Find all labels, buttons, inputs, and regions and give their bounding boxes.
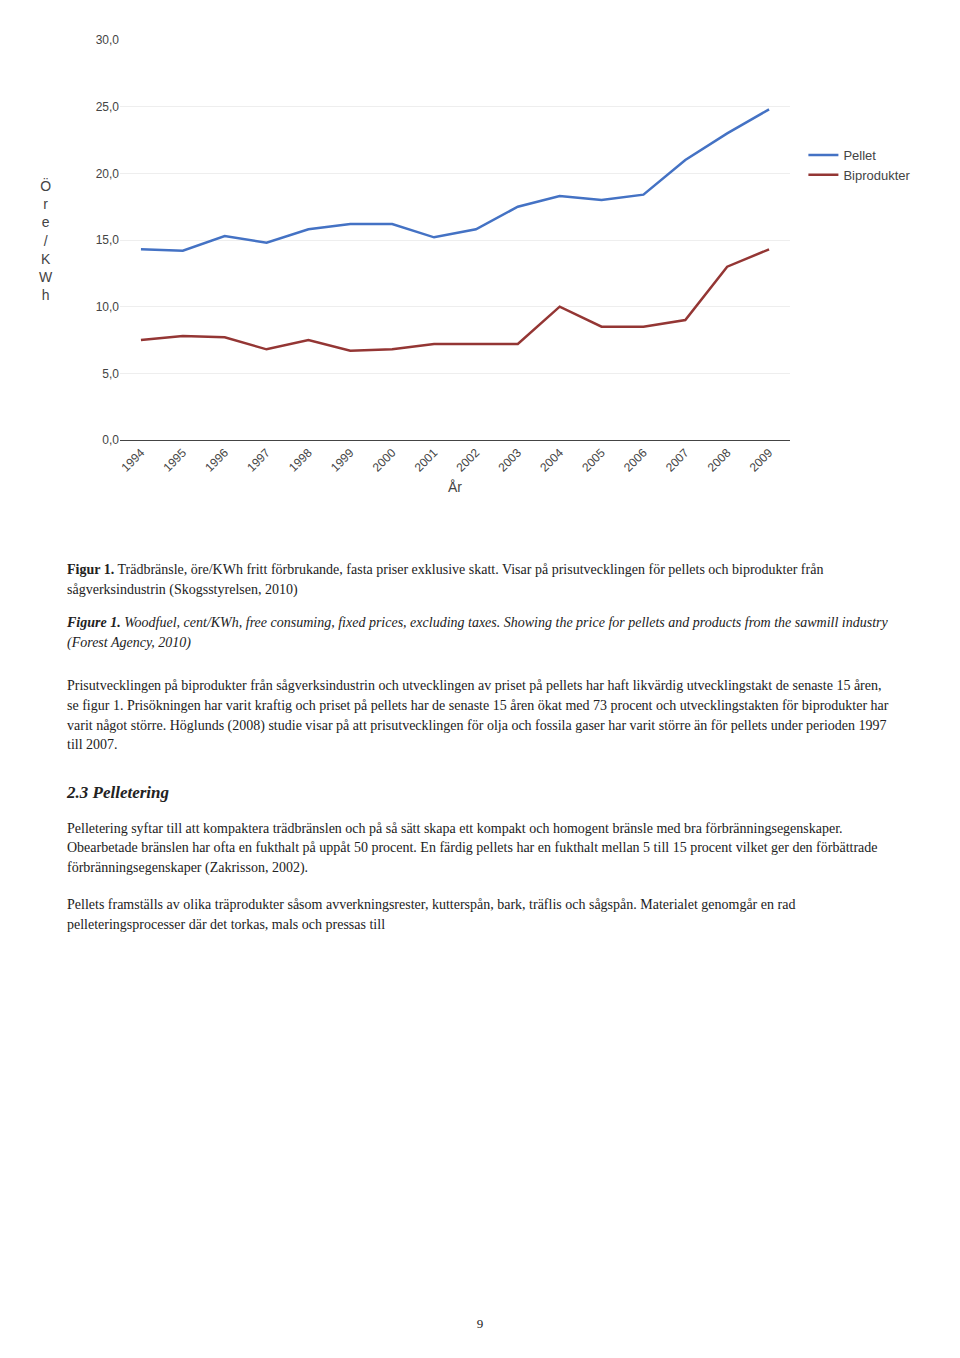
- svg-text:År: År: [448, 479, 462, 495]
- svg-text:1997: 1997: [244, 446, 273, 475]
- svg-text:2006: 2006: [621, 446, 650, 475]
- svg-text:2005: 2005: [579, 446, 608, 475]
- svg-text:20,0: 20,0: [96, 167, 120, 181]
- svg-text:1998: 1998: [286, 446, 315, 475]
- svg-text:10,0: 10,0: [96, 300, 120, 314]
- svg-text:30,0: 30,0: [96, 33, 120, 47]
- svg-text:2001: 2001: [412, 446, 441, 475]
- svg-text:1996: 1996: [202, 446, 231, 475]
- svg-text:2009: 2009: [747, 446, 776, 475]
- svg-text:2007: 2007: [663, 446, 692, 475]
- svg-text:1999: 1999: [328, 446, 357, 475]
- svg-text:2002: 2002: [454, 446, 483, 475]
- svg-text:2008: 2008: [705, 446, 734, 475]
- html-text:Figure 1. Woodfuel, cent/KWh,: Figure 1. Woodfuel, cent/KWh, free consu…: [67, 615, 888, 650]
- svg-text:Pellet: Pellet: [843, 148, 876, 163]
- svg-text:Öre/KWh: Öre/KWh: [39, 177, 53, 303]
- svg-text:5,0: 5,0: [102, 367, 119, 381]
- html-text:9: 9: [476, 1316, 484, 1331]
- html-text:2.3 Pelletering: 2.3 Pelletering: [67, 782, 169, 802]
- svg-text:25,0: 25,0: [96, 100, 120, 114]
- html-text:Pelletering syftar till att ko: Pelletering syftar till att kompaktera t…: [67, 820, 878, 875]
- svg-text:1994: 1994: [119, 446, 148, 475]
- html-text:Figur 1. Trädbränsle, öre/KWh: Figur 1. Trädbränsle, öre/KWh fritt förb…: [67, 562, 824, 597]
- svg-text:1995: 1995: [160, 446, 189, 475]
- html-text:Pellets framställs av olika tr: Pellets framställs av olika träprodukter…: [67, 897, 796, 932]
- svg-text:15,0: 15,0: [96, 233, 120, 247]
- svg-text:2000: 2000: [370, 446, 399, 475]
- svg-text:Biprodukter: Biprodukter: [843, 168, 910, 183]
- svg-text:0,0: 0,0: [102, 433, 119, 447]
- html-text:Prisutvecklingen på biprodukte: Prisutvecklingen på biprodukter från såg…: [67, 678, 889, 753]
- svg-text:2004: 2004: [537, 446, 566, 475]
- svg-text:2003: 2003: [495, 446, 524, 475]
